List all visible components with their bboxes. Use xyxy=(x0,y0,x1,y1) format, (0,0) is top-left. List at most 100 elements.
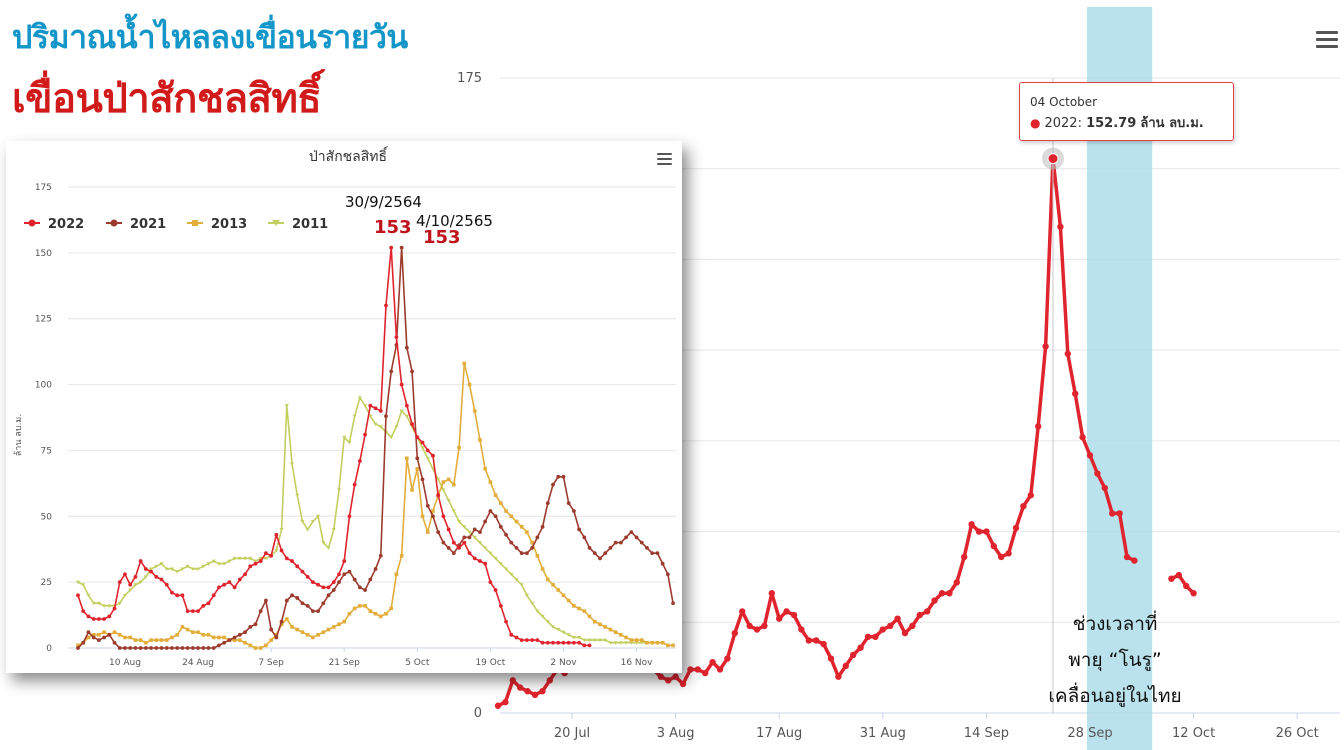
data-point[interactable] xyxy=(540,640,545,645)
data-point[interactable] xyxy=(201,633,206,637)
data-point[interactable] xyxy=(373,406,378,411)
data-point[interactable] xyxy=(702,669,709,677)
data-point[interactable] xyxy=(1005,550,1012,557)
data-point[interactable] xyxy=(196,630,200,634)
data-point[interactable] xyxy=(545,501,550,506)
data-point[interactable] xyxy=(112,606,117,611)
data-point[interactable] xyxy=(545,640,550,645)
data-point[interactable] xyxy=(128,588,133,593)
data-point[interactable] xyxy=(149,567,154,571)
data-point[interactable] xyxy=(1012,524,1020,532)
data-point[interactable] xyxy=(431,453,435,458)
data-point[interactable] xyxy=(968,521,975,528)
data-point[interactable] xyxy=(724,655,731,662)
data-point[interactable] xyxy=(263,556,268,561)
data-point[interactable] xyxy=(488,509,493,513)
data-point[interactable] xyxy=(650,551,655,556)
data-point[interactable] xyxy=(337,580,341,585)
data-point[interactable] xyxy=(394,425,399,429)
data-point[interactable] xyxy=(624,535,628,540)
data-point[interactable] xyxy=(211,593,216,598)
data-point[interactable] xyxy=(645,545,649,550)
data-point[interactable] xyxy=(201,564,206,569)
data-point[interactable] xyxy=(300,520,305,524)
data-point[interactable] xyxy=(776,615,783,622)
data-point[interactable] xyxy=(143,575,148,579)
data-point[interactable] xyxy=(519,551,524,556)
data-point[interactable] xyxy=(211,635,216,640)
data-point[interactable] xyxy=(924,608,931,615)
data-point[interactable] xyxy=(931,597,938,604)
data-point[interactable] xyxy=(164,638,169,642)
data-point[interactable] xyxy=(1094,470,1101,477)
data-point[interactable] xyxy=(540,567,545,571)
legend-item-2011[interactable]: 2011 xyxy=(268,217,328,232)
data-point[interactable] xyxy=(368,577,373,582)
data-point[interactable] xyxy=(196,567,201,571)
data-point[interactable] xyxy=(805,637,812,644)
data-point[interactable] xyxy=(258,609,263,614)
data-point[interactable] xyxy=(493,493,498,498)
data-point[interactable] xyxy=(420,446,425,450)
data-point[interactable] xyxy=(222,640,227,645)
data-point[interactable] xyxy=(410,369,414,374)
data-point[interactable] xyxy=(175,633,179,637)
data-point[interactable] xyxy=(305,527,310,532)
data-point[interactable] xyxy=(123,635,127,640)
data-point[interactable] xyxy=(342,559,347,563)
data-point[interactable] xyxy=(112,640,117,645)
data-point[interactable] xyxy=(462,540,467,545)
data-point[interactable] xyxy=(672,673,679,680)
data-point[interactable] xyxy=(373,567,378,571)
data-point[interactable] xyxy=(133,583,138,587)
data-point[interactable] xyxy=(264,551,268,556)
data-point[interactable] xyxy=(488,580,493,585)
data-point[interactable] xyxy=(107,632,112,637)
data-point[interactable] xyxy=(425,503,430,508)
data-point[interactable] xyxy=(185,646,190,650)
data-point[interactable] xyxy=(1183,582,1190,590)
data-point[interactable] xyxy=(279,527,284,532)
data-point[interactable] xyxy=(509,632,514,637)
data-point[interactable] xyxy=(352,606,357,611)
data-point[interactable] xyxy=(248,564,253,569)
data-point[interactable] xyxy=(850,651,857,659)
data-point[interactable] xyxy=(159,646,164,650)
data-point[interactable] xyxy=(472,556,477,561)
data-point[interactable] xyxy=(483,561,488,566)
data-point[interactable] xyxy=(478,438,482,442)
inset-menu-icon[interactable] xyxy=(657,153,672,165)
data-point[interactable] xyxy=(975,528,983,535)
data-point[interactable] xyxy=(598,556,602,561)
data-point[interactable] xyxy=(404,414,409,419)
data-point[interactable] xyxy=(598,638,602,643)
data-point[interactable] xyxy=(571,635,576,640)
data-point[interactable] xyxy=(909,622,916,630)
data-point[interactable] xyxy=(117,580,122,585)
data-point[interactable] xyxy=(133,574,138,579)
data-point[interactable] xyxy=(316,609,321,614)
data-point[interactable] xyxy=(577,527,582,532)
data-point[interactable] xyxy=(404,403,409,408)
data-point[interactable] xyxy=(96,617,101,621)
data-point[interactable] xyxy=(227,638,232,642)
data-point[interactable] xyxy=(493,588,498,592)
data-point[interactable] xyxy=(357,396,362,400)
data-point[interactable] xyxy=(337,572,341,577)
data-point[interactable] xyxy=(81,640,86,645)
data-point[interactable] xyxy=(519,638,524,642)
data-point[interactable] xyxy=(363,404,368,408)
data-point[interactable] xyxy=(835,673,842,680)
data-point[interactable] xyxy=(305,633,310,637)
data-point[interactable] xyxy=(535,638,540,642)
data-point[interactable] xyxy=(201,603,206,608)
data-point[interactable] xyxy=(587,545,592,550)
data-point[interactable] xyxy=(613,630,618,634)
data-point[interactable] xyxy=(504,532,508,537)
data-point[interactable] xyxy=(462,361,467,366)
data-point[interactable] xyxy=(587,643,592,648)
data-point[interactable] xyxy=(216,562,221,566)
data-point[interactable] xyxy=(879,626,886,633)
data-point[interactable] xyxy=(872,633,879,640)
data-point[interactable] xyxy=(378,409,383,413)
